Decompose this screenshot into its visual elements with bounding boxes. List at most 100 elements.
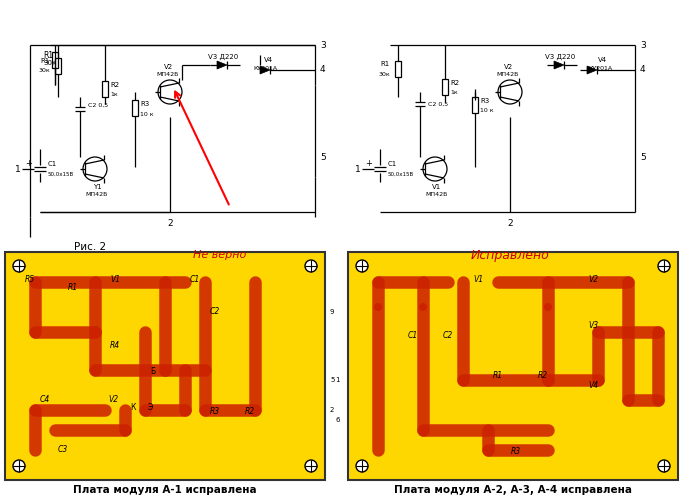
Text: R2: R2: [110, 82, 119, 88]
Text: C4: C4: [40, 396, 50, 404]
Text: 2: 2: [507, 219, 513, 229]
Text: R1: R1: [68, 283, 78, 292]
Text: R4: R4: [110, 341, 120, 349]
Text: R5: R5: [25, 276, 35, 285]
Text: V2: V2: [163, 64, 173, 70]
Text: Э: Э: [148, 403, 152, 412]
Text: 1к: 1к: [110, 92, 117, 97]
Bar: [52, 52, 58, 68]
Text: V2: V2: [108, 396, 118, 404]
Circle shape: [544, 303, 552, 311]
Text: 4: 4: [640, 65, 645, 75]
Circle shape: [374, 303, 382, 311]
Text: V2: V2: [588, 276, 598, 285]
Text: 5: 5: [320, 152, 326, 161]
Text: 30к: 30к: [38, 68, 50, 73]
Circle shape: [305, 260, 317, 272]
Text: МП42Б: МП42Б: [426, 193, 448, 198]
Text: R1: R1: [493, 370, 503, 380]
Text: R3: R3: [140, 101, 150, 107]
Circle shape: [13, 260, 25, 272]
Text: Б: Б: [150, 367, 156, 377]
Text: C3: C3: [58, 446, 68, 454]
Text: Рис. 2: Рис. 2: [74, 242, 106, 252]
Text: 1: 1: [335, 377, 340, 383]
Bar: [55, 58, 61, 74]
Text: C1: C1: [408, 331, 418, 340]
Text: 1к: 1к: [450, 90, 458, 95]
Text: 50,0x15В: 50,0x15В: [388, 171, 414, 177]
Text: 3: 3: [320, 41, 326, 50]
Bar: [472, 97, 478, 113]
Text: C1: C1: [48, 161, 57, 167]
Text: V3 Д220: V3 Д220: [545, 54, 575, 60]
Text: C1: C1: [388, 161, 398, 167]
Circle shape: [658, 460, 670, 472]
Text: Плата модуля А-1 исправлена: Плата модуля А-1 исправлена: [73, 485, 257, 495]
Text: 3: 3: [640, 41, 645, 50]
Text: R1: R1: [380, 61, 390, 67]
Text: 1: 1: [355, 164, 361, 174]
Text: КУ201А: КУ201А: [588, 65, 612, 70]
Text: 50,0x15В: 50,0x15В: [48, 171, 74, 177]
Text: R3: R3: [210, 407, 220, 416]
Text: V3: V3: [588, 320, 598, 330]
Text: 1: 1: [15, 164, 21, 174]
Text: 6: 6: [335, 417, 340, 423]
Text: R2: R2: [450, 80, 459, 86]
Text: V3 Д220: V3 Д220: [208, 54, 238, 60]
Text: V4: V4: [264, 57, 273, 63]
Text: V1: V1: [110, 276, 120, 285]
Text: Y1: Y1: [93, 184, 101, 190]
Bar: [395, 61, 401, 77]
Circle shape: [419, 303, 427, 311]
Text: Плата модуля А-2, А-3, А-4 исправлена: Плата модуля А-2, А-3, А-4 исправлена: [394, 485, 632, 495]
Bar: [5, 252, 325, 480]
Polygon shape: [587, 66, 597, 74]
Text: C2: C2: [443, 331, 453, 340]
Text: V4: V4: [598, 57, 608, 63]
Text: 30к: 30к: [43, 60, 56, 66]
Text: КУ201А: КУ201А: [253, 65, 277, 70]
Text: МП42Б: МП42Б: [497, 71, 519, 77]
Text: C1: C1: [190, 276, 200, 285]
Text: R2: R2: [538, 370, 548, 380]
Text: С2 0,5: С2 0,5: [88, 102, 108, 107]
Text: V4: V4: [588, 381, 598, 390]
Text: Исправлено: Исправлено: [471, 248, 549, 261]
Circle shape: [356, 260, 368, 272]
Text: 9: 9: [330, 309, 335, 315]
Bar: [102, 81, 108, 97]
Text: 2: 2: [167, 219, 173, 229]
Bar: [132, 100, 138, 116]
Bar: [472, 259, 478, 275]
Text: 4: 4: [320, 65, 326, 75]
Circle shape: [305, 460, 317, 472]
Bar: [348, 252, 678, 480]
Text: К: К: [130, 403, 136, 412]
Polygon shape: [260, 66, 270, 74]
Text: R2: R2: [245, 407, 255, 416]
Polygon shape: [554, 61, 564, 69]
Circle shape: [658, 260, 670, 272]
Circle shape: [356, 460, 368, 472]
Text: 30к: 30к: [378, 71, 390, 77]
Text: МП42Б: МП42Б: [86, 193, 108, 198]
Bar: [442, 79, 448, 95]
Text: 2: 2: [330, 407, 335, 413]
Polygon shape: [217, 61, 227, 69]
Text: R1: R1: [41, 58, 50, 64]
Text: V1: V1: [473, 276, 483, 285]
Text: МП42Б: МП42Б: [157, 71, 179, 77]
Text: 5: 5: [640, 152, 645, 161]
Text: R3: R3: [511, 447, 521, 456]
Text: Не верно: Не верно: [193, 250, 247, 260]
Text: V1: V1: [432, 184, 442, 190]
Text: 10 к: 10 к: [140, 111, 154, 116]
Text: V2: V2: [503, 64, 512, 70]
Text: +: +: [365, 159, 372, 168]
Circle shape: [13, 460, 25, 472]
Text: 10 к: 10 к: [480, 108, 494, 113]
Text: С2 0,5: С2 0,5: [428, 101, 448, 106]
Text: +: +: [25, 159, 32, 168]
